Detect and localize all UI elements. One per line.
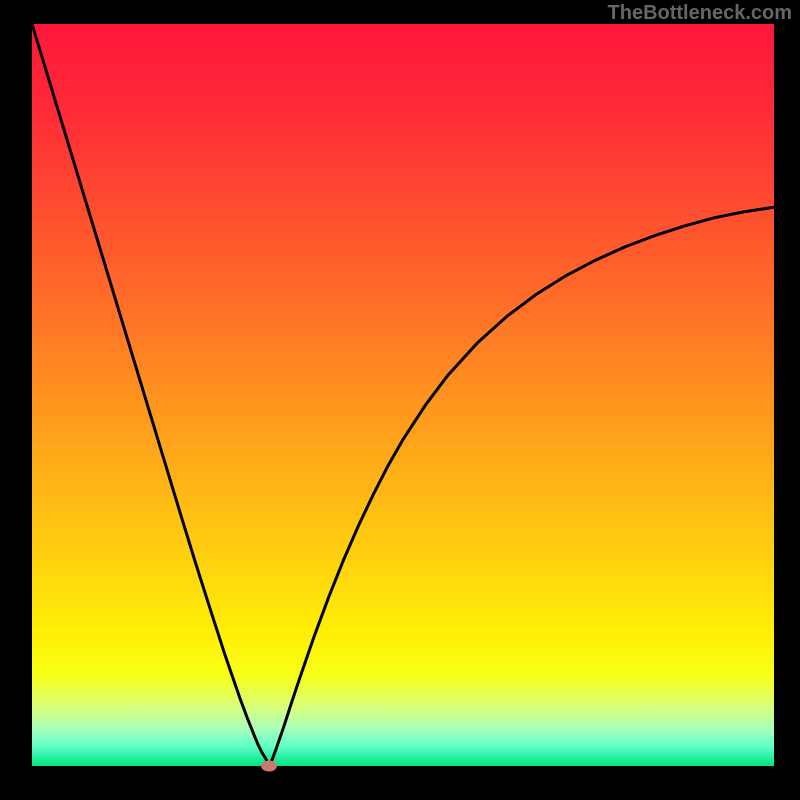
minimum-marker (261, 761, 277, 772)
chart-curve (32, 24, 774, 766)
bottleneck-chart (32, 24, 774, 766)
watermark-text: TheBottleneck.com (608, 2, 792, 25)
